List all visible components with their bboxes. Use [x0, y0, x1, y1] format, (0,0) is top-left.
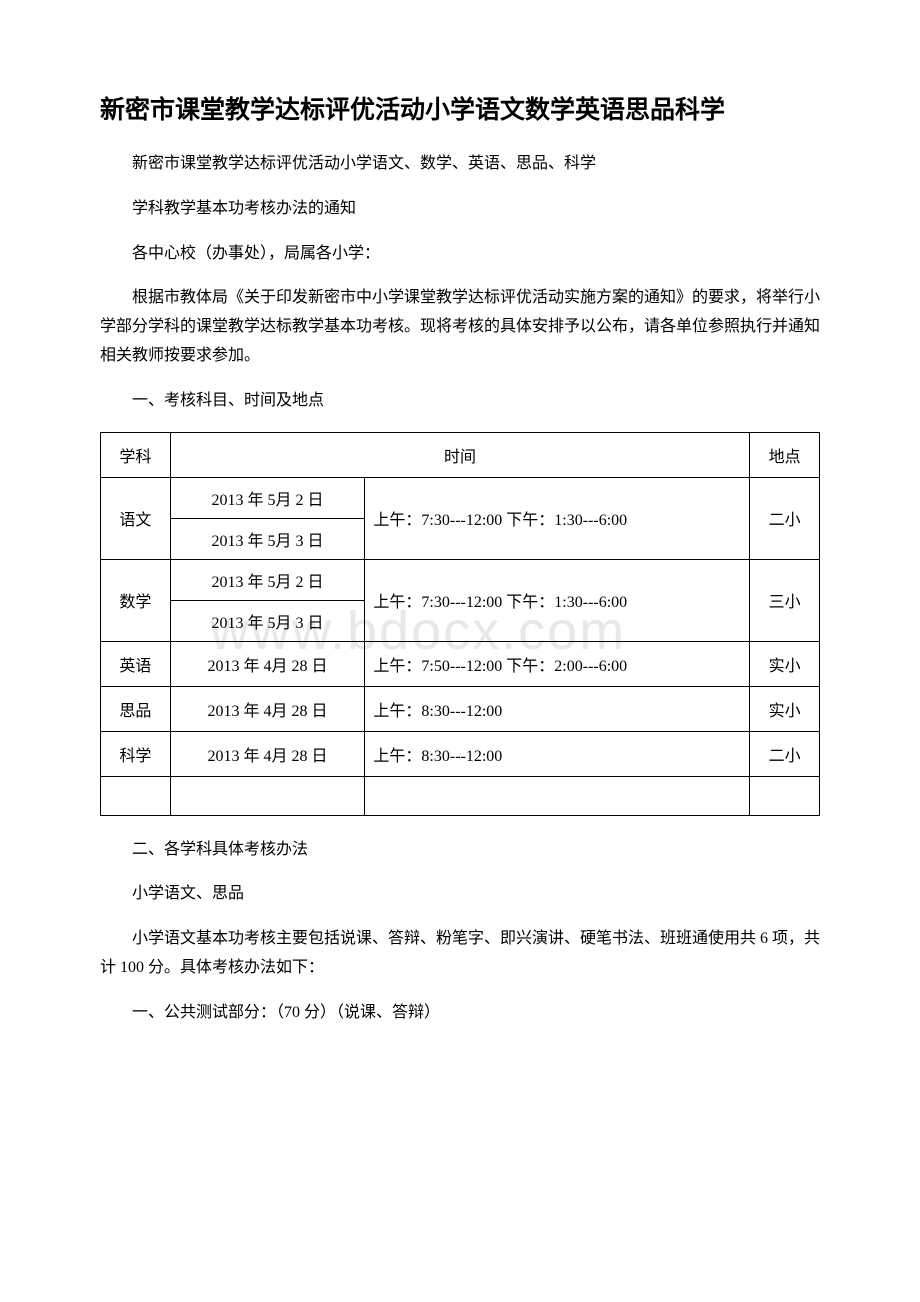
cell-subject: 科学: [101, 731, 171, 776]
empty-cell: [170, 776, 365, 815]
table-row: 思品 2013 年 4月 28 日 上午：8:30---12:00 实小: [101, 686, 820, 731]
cell-place: 三小: [750, 559, 820, 641]
subsection-heading: 小学语文、思品: [100, 880, 820, 909]
cell-time: 上午：7:30---12:00 下午：1:30---6:00: [365, 559, 750, 641]
table-header-time: 时间: [170, 432, 750, 477]
table-header-place: 地点: [750, 432, 820, 477]
cell-date: 2013 年 5月 3 日: [170, 518, 365, 559]
table-row: 科学 2013 年 4月 28 日 上午：8:30---12:00 二小: [101, 731, 820, 776]
table-row: 英语 2013 年 4月 28 日 上午：7:50---12:00 下午：2:0…: [101, 641, 820, 686]
cell-time: 上午：7:50---12:00 下午：2:00---6:00: [365, 641, 750, 686]
cell-date: 2013 年 5月 2 日: [170, 559, 365, 600]
cell-place: 实小: [750, 641, 820, 686]
cell-date: 2013 年 4月 28 日: [170, 731, 365, 776]
table-empty-row: [101, 776, 820, 815]
cell-time: 上午：8:30---12:00: [365, 686, 750, 731]
paragraph-subtitle-2: 学科教学基本功考核办法的通知: [100, 195, 820, 224]
section-1-heading: 一、考核科目、时间及地点: [100, 387, 820, 416]
cell-place: 二小: [750, 477, 820, 559]
cell-subject: 数学: [101, 559, 171, 641]
cell-date: 2013 年 4月 28 日: [170, 641, 365, 686]
cell-date: 2013 年 5月 3 日: [170, 600, 365, 641]
paragraph-assessment: 小学语文基本功考核主要包括说课、答辩、粉笔字、即兴演讲、硬笔书法、班班通使用共 …: [100, 925, 820, 983]
section-2-heading: 二、各学科具体考核办法: [100, 836, 820, 865]
table-header-row: 学科 时间 地点: [101, 432, 820, 477]
paragraph-addressee: 各中心校（办事处），局属各小学：: [100, 240, 820, 269]
empty-cell: [101, 776, 171, 815]
document-title: 新密市课堂教学达标评优活动小学语文数学英语思品科学: [100, 90, 820, 126]
table-row: 数学 2013 年 5月 2 日 上午：7:30---12:00 下午：1:30…: [101, 559, 820, 600]
cell-date: 2013 年 5月 2 日: [170, 477, 365, 518]
cell-subject: 语文: [101, 477, 171, 559]
cell-place: 二小: [750, 731, 820, 776]
table-row: 语文 2013 年 5月 2 日 上午：7:30---12:00 下午：1:30…: [101, 477, 820, 518]
paragraph-subtitle-1: 新密市课堂教学达标评优活动小学语文、数学、英语、思品、科学: [100, 150, 820, 179]
table-header-subject: 学科: [101, 432, 171, 477]
cell-subject: 英语: [101, 641, 171, 686]
document-content: 新密市课堂教学达标评优活动小学语文数学英语思品科学 新密市课堂教学达标评优活动小…: [100, 90, 820, 1028]
paragraph-test-part: 一、公共测试部分：（70 分）（说课、答辩）: [100, 999, 820, 1028]
paragraph-intro: 根据市教体局《关于印发新密市中小学课堂教学达标评优活动实施方案的通知》的要求，将…: [100, 284, 820, 370]
empty-cell: [365, 776, 750, 815]
cell-time: 上午：7:30---12:00 下午：1:30---6:00: [365, 477, 750, 559]
cell-time: 上午：8:30---12:00: [365, 731, 750, 776]
cell-place: 实小: [750, 686, 820, 731]
cell-date: 2013 年 4月 28 日: [170, 686, 365, 731]
cell-subject: 思品: [101, 686, 171, 731]
empty-cell: [750, 776, 820, 815]
schedule-table: 学科 时间 地点 语文 2013 年 5月 2 日 上午：7:30---12:0…: [100, 432, 820, 816]
